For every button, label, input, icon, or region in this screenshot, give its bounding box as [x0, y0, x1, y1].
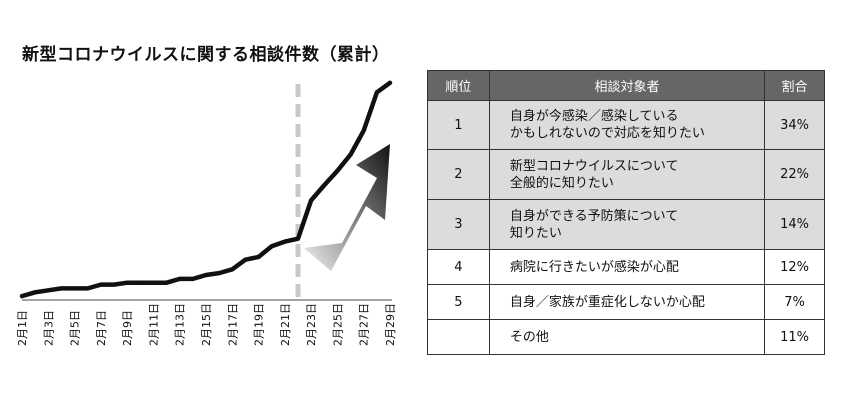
data-point: [151, 281, 156, 285]
data-point: [191, 277, 195, 281]
table-row: 1 自身が今感染／感染しているかもしれないので対応を知りたい 34%: [427, 100, 825, 150]
subject-cell: 自身ができる予防策について 知りたい: [488, 199, 766, 250]
data-point: [243, 258, 248, 262]
table-row: 2 新型コロナウイルスについて 全般的に知りたい 22%: [427, 149, 825, 200]
data-point: [99, 283, 103, 287]
share-cell: 22%: [764, 149, 825, 200]
x-tick-label: 2月17日: [226, 303, 239, 346]
header-share: 割合: [764, 70, 825, 101]
table-header-row: 順位 相談対象者 割合: [427, 70, 825, 101]
header-rank: 順位: [427, 70, 490, 101]
header-subject: 相談対象者: [488, 70, 766, 101]
data-point: [296, 237, 300, 241]
data-point: [59, 286, 64, 291]
share-cell: 11%: [764, 319, 825, 355]
subject-cell: 自身／家族が重症化しないか心配: [488, 284, 766, 320]
rank-cell: 1: [427, 100, 490, 150]
x-tick-label: 2月27日: [358, 303, 371, 346]
x-tick-label: 2月23日: [305, 303, 318, 346]
data-point: [217, 271, 221, 275]
table-row: その他 11%: [427, 319, 825, 355]
subject-line-2: かもしれないので対応を知りたい: [509, 126, 705, 141]
share-cell: 14%: [764, 199, 825, 250]
x-tick-label: 2月29日: [384, 303, 397, 346]
rank-cell: 4: [427, 249, 490, 285]
x-tick-label: 2月7日: [95, 310, 108, 346]
share-cell: 7%: [764, 284, 825, 320]
subject-cell: 病院に行きたいが感染が心配: [488, 249, 766, 285]
subject-cell: その他: [488, 319, 766, 355]
subject-line-2: 知りたい: [509, 225, 562, 241]
table-row: 5 自身／家族が重症化しないか心配 7%: [427, 284, 825, 320]
data-point: [230, 267, 234, 271]
share-cell: 12%: [764, 249, 825, 285]
data-point: [33, 290, 37, 294]
data-point: [256, 255, 261, 259]
x-tick-label: 2月19日: [253, 303, 266, 346]
subject-line-2: 全般的に知りたい: [509, 175, 614, 191]
series-line: [19, 80, 393, 299]
x-tick-label: 2月11日: [147, 303, 160, 346]
x-tick-label: 2月9日: [121, 310, 134, 346]
x-tick-label: 2月25日: [331, 303, 344, 346]
consultation-ranking-table: 順位 相談対象者 割合 1 自身が今感染／感染しているかもしれないので対応を知り…: [427, 70, 825, 355]
data-point: [112, 283, 116, 287]
subject-line-1: 自身が今感染／感染している: [509, 109, 679, 124]
rank-cell: 2: [427, 149, 490, 200]
x-tick-label: 2月13日: [174, 303, 187, 346]
subject-line-1: 新型コロナウイルスについて: [509, 158, 679, 174]
subject-line-1: 自身ができる予防策について: [509, 208, 679, 224]
chart-title: 新型コロナウイルスに関する相談件数（累計）: [22, 45, 390, 65]
rank-cell: 5: [427, 284, 490, 320]
data-point: [348, 152, 353, 157]
data-point: [46, 288, 50, 292]
table-row: 4 病院に行きたいが感染が心配 12%: [427, 249, 825, 285]
subject-cell: 新型コロナウイルスについて 全般的に知りたい: [488, 149, 766, 200]
table-row: 3 自身ができる予防策について 知りたい 14%: [427, 199, 825, 250]
share-cell: 34%: [764, 100, 825, 150]
data-point: [86, 286, 90, 291]
x-tick-label: 2月3日: [42, 310, 55, 346]
line-chart: 2月1日 2月3日 2月5日 2月7日 2月9日 2月11日 2月13日 2月15日 2月17日…: [16, 80, 397, 346]
data-point: [178, 277, 182, 281]
data-point: [125, 281, 129, 285]
data-point: [335, 169, 340, 173]
data-point: [309, 198, 313, 203]
data-point: [20, 294, 24, 298]
data-point: [270, 244, 274, 248]
x-tick-label: 2月15日: [200, 303, 213, 346]
x-tick-label: 2月21日: [279, 303, 292, 346]
data-point: [322, 183, 326, 187]
x-tick-label: 2月1日: [16, 310, 29, 346]
x-tick-label: 2月5日: [69, 310, 82, 346]
data-point: [375, 90, 379, 94]
rank-cell: [427, 319, 490, 355]
data-point: [204, 273, 208, 277]
data-point: [164, 281, 169, 285]
trend-arrow: [304, 144, 390, 271]
data-point: [72, 286, 77, 291]
data-point: [362, 129, 366, 133]
rank-cell: 3: [427, 199, 490, 250]
data-point: [283, 239, 287, 244]
data-point: [388, 81, 392, 85]
data-point: [138, 281, 142, 285]
subject-cell: 自身が今感染／感染しているかもしれないので対応を知りたい: [488, 100, 766, 150]
